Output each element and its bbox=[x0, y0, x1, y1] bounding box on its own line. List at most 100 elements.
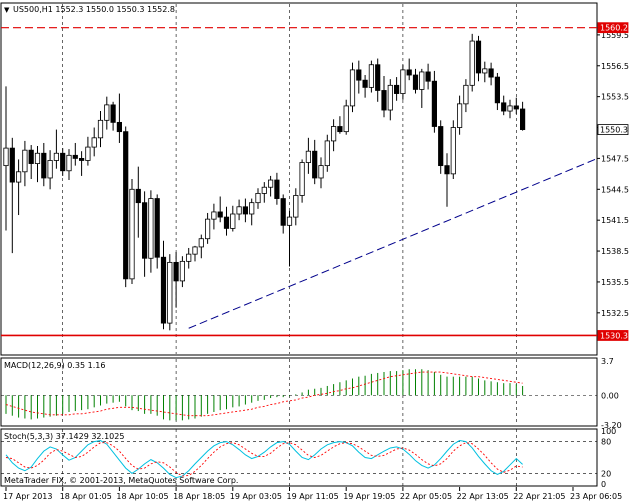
candle bbox=[375, 58, 381, 102]
candle bbox=[343, 99, 349, 135]
candle bbox=[450, 120, 456, 179]
candle-body-bearish bbox=[412, 74, 419, 90]
time-axis-label: 23 Apr 06:05 bbox=[570, 492, 622, 501]
candle bbox=[419, 68, 425, 108]
candle-body-bullish bbox=[15, 171, 22, 183]
candle-body-bullish bbox=[236, 206, 242, 215]
macd-axis-label: 3.7 bbox=[601, 357, 614, 366]
time-axis-label: 18 Apr 01:05 bbox=[60, 492, 112, 501]
candle bbox=[431, 70, 438, 133]
candle bbox=[97, 111, 104, 148]
candle bbox=[463, 79, 469, 113]
candle-body-bearish bbox=[280, 198, 286, 226]
candle-body-bullish bbox=[255, 193, 261, 204]
candle bbox=[312, 139, 318, 185]
candle-body-bullish bbox=[293, 195, 299, 218]
candle bbox=[274, 172, 280, 205]
candle bbox=[406, 58, 412, 81]
candle-body-bearish bbox=[116, 121, 122, 133]
candle-body-bearish bbox=[9, 147, 15, 183]
candle-body-bullish bbox=[299, 162, 305, 196]
candle bbox=[242, 198, 248, 223]
candle bbox=[9, 137, 15, 254]
candle bbox=[324, 134, 330, 172]
candle bbox=[173, 252, 179, 308]
candle-body-bullish bbox=[148, 198, 154, 259]
horizontal-levels bbox=[1, 27, 597, 337]
candle bbox=[255, 188, 261, 209]
candle bbox=[167, 254, 173, 331]
candle bbox=[501, 95, 507, 116]
candle-body-bearish bbox=[425, 71, 431, 82]
candle bbox=[135, 166, 141, 238]
time-axis-label: 19 Apr 11:05 bbox=[287, 492, 339, 501]
candle bbox=[141, 191, 148, 277]
candle bbox=[299, 159, 305, 203]
candle-body-bullish bbox=[91, 137, 97, 148]
time-axis: 17 Apr 2013 18 Apr 01:05 18 Apr 10:05 18 Ap… bbox=[3, 487, 622, 501]
candle-body-bullish bbox=[419, 71, 425, 90]
candle bbox=[368, 60, 375, 93]
time-axis-label: 22 Apr 05:05 bbox=[400, 492, 452, 501]
candle-body-bearish bbox=[72, 154, 78, 159]
chart-header-title: US500,H1 1552.3 1550.0 1550.3 1552.8 bbox=[13, 5, 175, 14]
candle bbox=[400, 64, 406, 100]
candle-body-bullish bbox=[267, 179, 274, 188]
candle bbox=[513, 97, 519, 115]
candle bbox=[204, 212, 211, 244]
candle bbox=[494, 72, 501, 111]
candle bbox=[186, 247, 192, 269]
candle bbox=[79, 151, 85, 176]
candle-body-bearish bbox=[337, 126, 343, 133]
time-axis-label: 22 Apr 13:05 bbox=[457, 492, 509, 501]
candle bbox=[129, 179, 135, 284]
price-axis: 1559.51556.51553.51550.51547.51544.51541… bbox=[597, 31, 629, 318]
candle bbox=[425, 63, 431, 90]
candle-body-bearish bbox=[135, 188, 141, 204]
candle-body-bearish bbox=[362, 79, 368, 88]
time-axis-label: 18 Apr 18:05 bbox=[173, 492, 225, 501]
candle-body-bullish bbox=[286, 216, 293, 226]
candle bbox=[520, 101, 526, 131]
candle bbox=[469, 33, 475, 92]
price-axis-label: 1544.5 bbox=[601, 185, 629, 194]
candle bbox=[438, 120, 444, 174]
candle bbox=[261, 182, 267, 203]
candle-body-bullish bbox=[186, 253, 192, 262]
candle bbox=[236, 199, 242, 221]
candle-body-bearish bbox=[223, 216, 230, 229]
price-axis-label: 1538.5 bbox=[601, 247, 629, 256]
price-axis-label: 1535.5 bbox=[601, 278, 629, 287]
candle-body-bearish bbox=[438, 126, 444, 167]
candle-body-bearish bbox=[444, 165, 450, 175]
candle-body-bullish bbox=[249, 202, 255, 215]
candle bbox=[160, 240, 167, 330]
candle bbox=[230, 205, 236, 232]
main-panel-frame bbox=[0, 2, 598, 356]
candle-body-bullish bbox=[450, 127, 456, 175]
stoch-axis-label: 80 bbox=[601, 438, 611, 447]
candle-body-bearish bbox=[110, 104, 116, 123]
candle-body-bullish bbox=[469, 40, 475, 86]
candle bbox=[507, 99, 513, 119]
chart-collapse-icon[interactable]: ▼ bbox=[4, 6, 10, 14]
trendline-group[interactable] bbox=[188, 158, 598, 329]
candle-body-bearish bbox=[123, 131, 129, 280]
candle bbox=[280, 194, 286, 234]
candle bbox=[444, 153, 450, 207]
candle bbox=[488, 62, 494, 86]
stoch-header-title: Stoch(5,3,3) 37.1429 32.1025 bbox=[4, 432, 124, 441]
macd-axis-label: -3.20 bbox=[601, 421, 622, 430]
time-axis-label: 22 Apr 21:05 bbox=[513, 492, 565, 501]
stoch-axis-label: 100 bbox=[601, 427, 616, 436]
support-price-tag-label: 1530.3 bbox=[600, 331, 628, 340]
price-axis-label: 1541.5 bbox=[601, 216, 629, 225]
candle-body-bearish bbox=[356, 69, 362, 81]
candle-body-bearish bbox=[494, 76, 501, 104]
candle bbox=[72, 142, 78, 166]
stoch-signal-line bbox=[5, 442, 523, 477]
candle bbox=[217, 196, 223, 223]
candle-body-bearish bbox=[60, 152, 66, 172]
